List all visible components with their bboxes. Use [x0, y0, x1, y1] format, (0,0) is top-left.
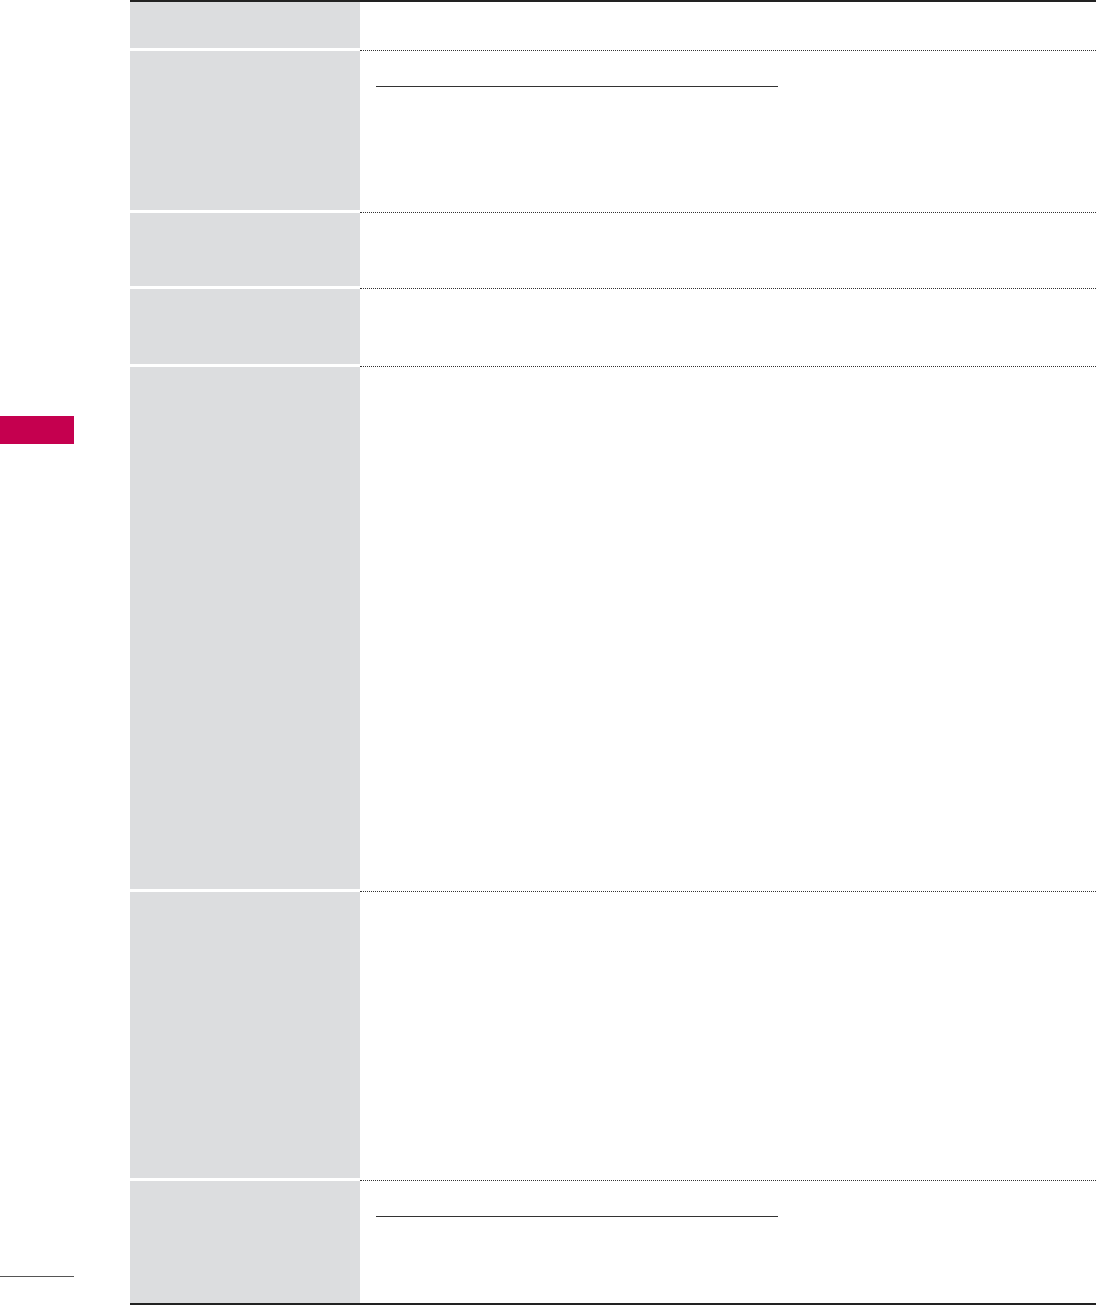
row-header-cell — [130, 2, 360, 48]
row-separator — [360, 50, 1096, 51]
row-separator — [360, 891, 1096, 892]
underline — [376, 86, 778, 87]
row-header-cell — [130, 892, 360, 1178]
row-separator — [360, 288, 1096, 289]
row-header-cell — [130, 213, 360, 286]
underline — [376, 1216, 778, 1217]
table-bottom-border — [130, 1303, 1096, 1305]
row-separator — [360, 366, 1096, 367]
side-rule — [0, 1276, 74, 1277]
table-top-border — [130, 0, 1096, 2]
row-header-cell — [130, 51, 360, 210]
row-header-cell — [130, 1181, 360, 1303]
row-separator — [360, 212, 1096, 213]
side-tab — [0, 416, 74, 444]
row-separator — [360, 1180, 1096, 1181]
row-header-cell — [130, 289, 360, 364]
row-header-cell — [130, 367, 360, 889]
